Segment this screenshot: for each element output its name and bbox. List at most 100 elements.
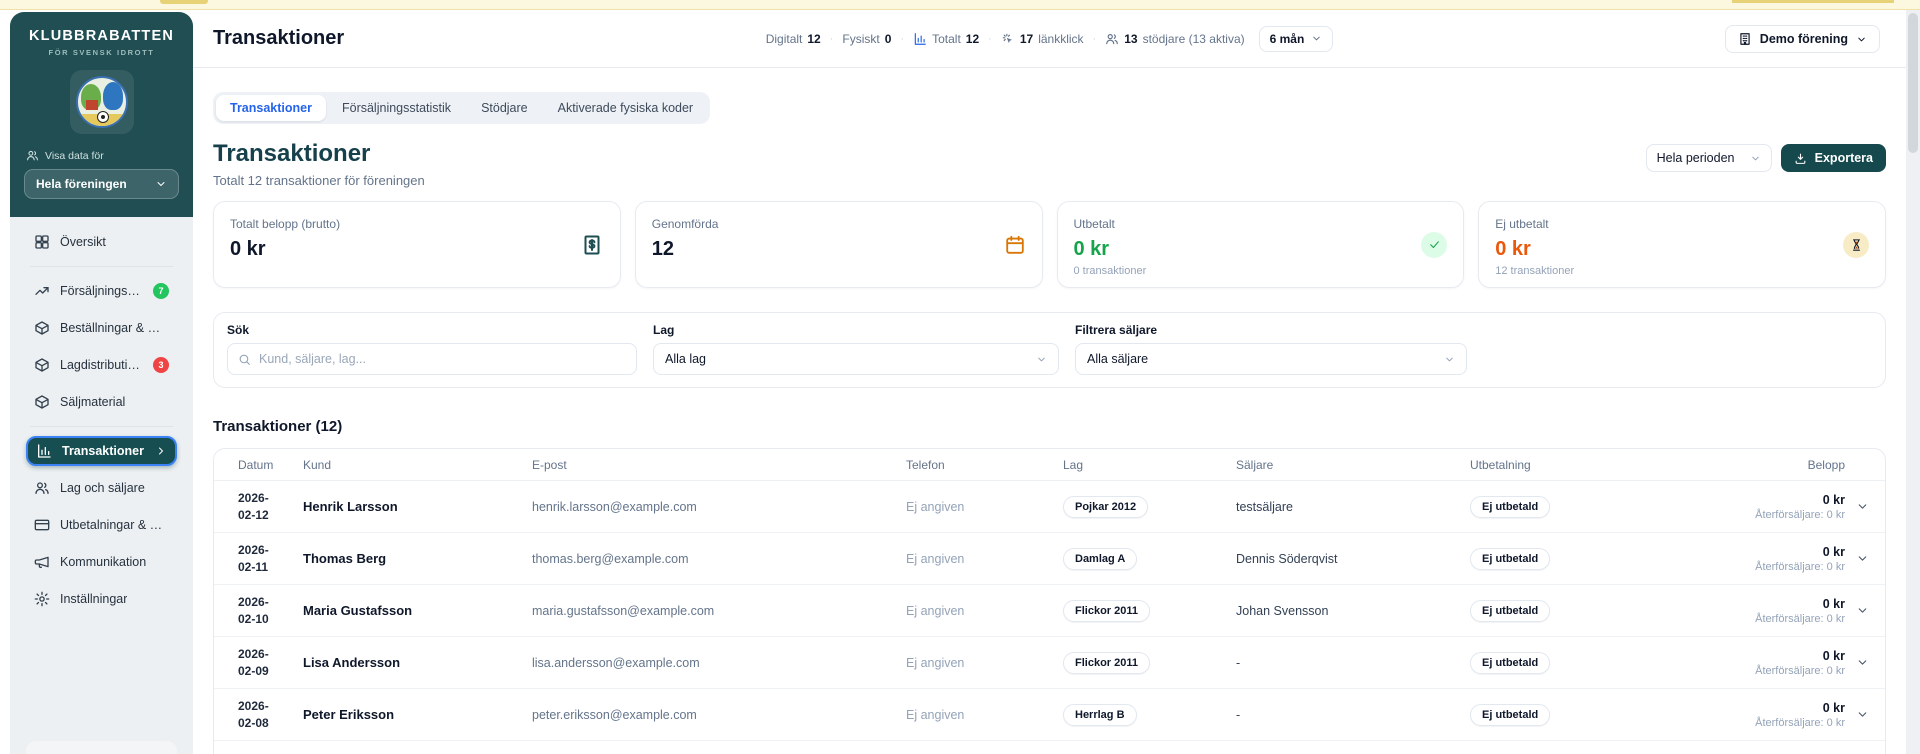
row-expand-chevron-icon[interactable] bbox=[1845, 656, 1869, 669]
grid-icon bbox=[34, 234, 50, 250]
section-title: Transaktioner bbox=[213, 140, 371, 167]
sidebar-item-oversikt[interactable]: Översikt bbox=[26, 227, 177, 257]
megaphone-icon bbox=[34, 554, 50, 570]
chevron-down-icon bbox=[155, 178, 167, 190]
sidebar: KLUBBRABATTEN FÖR SVENSK IDROTT Visa dat… bbox=[10, 12, 193, 754]
period-filter-select[interactable]: Hela perioden bbox=[1645, 144, 1772, 172]
lag-badge: Damlag A bbox=[1063, 547, 1138, 570]
sidebar-item-bestallningar-returer[interactable]: Beställningar & Returer bbox=[26, 313, 177, 343]
logo-blue-figure bbox=[102, 82, 123, 110]
demo-banner bbox=[0, 0, 1920, 10]
table-row[interactable]: 2026- 02-08 Peter Eriksson peter.eriksson… bbox=[214, 689, 1885, 741]
table-title: Transaktioner (12) bbox=[213, 418, 343, 435]
search-input[interactable] bbox=[259, 352, 626, 366]
download-icon bbox=[1794, 152, 1807, 165]
page-title: Transaktioner bbox=[213, 27, 345, 49]
sidebar-header: KLUBBRABATTEN FÖR SVENSK IDROTT Visa dat… bbox=[10, 12, 193, 217]
sidebar-item-installningar[interactable]: Inställningar bbox=[26, 584, 177, 614]
saljare-select[interactable]: Alla säljare bbox=[1075, 343, 1467, 375]
sidebar-item-saljmaterial[interactable]: Säljmaterial bbox=[26, 387, 177, 417]
main-area: Transaktioner Digitalt 12 · Fysiskt 0 · … bbox=[193, 10, 1906, 754]
row-expand-chevron-icon[interactable] bbox=[1845, 500, 1869, 513]
row-expand-chevron-icon[interactable] bbox=[1845, 604, 1869, 617]
sidebar-item-forsaljningskampanj[interactable]: Försäljningskampanj 7 bbox=[26, 276, 177, 306]
logo-soccer-ball bbox=[96, 111, 109, 123]
chevron-down-icon bbox=[1750, 153, 1761, 164]
credit-card-icon bbox=[34, 517, 50, 533]
stat-fysiskt: Fysiskt 0 bbox=[842, 31, 892, 46]
filter-card: Sök Lag Alla lag Filtrera säljare Alla s… bbox=[213, 312, 1886, 388]
export-button[interactable]: Exportera bbox=[1780, 144, 1886, 172]
utbetalning-badge: Ej utbetald bbox=[1470, 651, 1551, 674]
sidebar-footer-card bbox=[26, 741, 177, 754]
table-row[interactable]: 2026- 02-10 Maria Gustafsson maria.gustaf… bbox=[214, 585, 1885, 637]
chevron-down-icon bbox=[1444, 354, 1455, 365]
users-icon bbox=[34, 480, 50, 496]
lag-badge: Flickor 2011 bbox=[1063, 599, 1150, 622]
stat-cards: Totalt belopp (brutto) 0 kr Genomförda 1… bbox=[213, 201, 1886, 288]
bar-chart-icon bbox=[36, 443, 52, 459]
utbetalning-badge: Ej utbetald bbox=[1470, 547, 1551, 570]
sidebar-item-transaktioner[interactable]: Transaktioner bbox=[26, 436, 177, 466]
tab-bar: Transaktioner Försäljningsstatistik Stöd… bbox=[213, 92, 711, 124]
transactions-table: Datum Kund E-post Telefon Lag Säljare Ut… bbox=[213, 448, 1886, 754]
separator-dot: · bbox=[988, 32, 992, 45]
table-row[interactable]: 2026- 02-11 Thomas Berg thomas.berg@examp… bbox=[214, 533, 1885, 585]
users-icon bbox=[26, 149, 39, 162]
scrollbar-thumb[interactable] bbox=[1908, 13, 1918, 153]
receipt-dollar-icon bbox=[580, 233, 604, 257]
search-filter: Sök bbox=[227, 323, 637, 375]
organization-switcher-button[interactable]: Demo förening bbox=[1724, 25, 1880, 53]
club-logo-container bbox=[69, 70, 134, 134]
sidebar-item-kommunikation[interactable]: Kommunikation bbox=[26, 547, 177, 577]
users-icon bbox=[1105, 32, 1119, 46]
banner-text-fragment bbox=[160, 0, 208, 4]
club-logo bbox=[75, 76, 128, 128]
stat-stodjare: 13 stödjare (13 aktiva) bbox=[1105, 32, 1245, 46]
page-scrollbar[interactable] bbox=[1906, 10, 1920, 754]
gear-icon bbox=[34, 591, 50, 607]
table-row-partial[interactable]: 2026- 0 kr bbox=[214, 741, 1885, 754]
banner-text-fragment bbox=[1732, 0, 1894, 3]
search-icon bbox=[238, 353, 251, 366]
trending-up-icon bbox=[34, 283, 50, 299]
sidebar-item-lagdistribution[interactable]: Lagdistribution 3 bbox=[26, 350, 177, 380]
sidebar-divider bbox=[30, 426, 173, 427]
tab-transaktioner[interactable]: Transaktioner bbox=[216, 95, 326, 121]
page-actions: Hela perioden Exportera bbox=[1645, 144, 1886, 172]
sidebar-divider bbox=[30, 266, 173, 267]
sidebar-item-lag-och-saljare[interactable]: Lag och säljare bbox=[26, 473, 177, 503]
logo-red-house bbox=[85, 100, 98, 110]
table-row[interactable]: 2026- 02-12 Henrik Larsson henrik.larsson… bbox=[214, 481, 1885, 533]
saljare-filter: Filtrera säljare Alla säljare bbox=[1075, 323, 1467, 375]
header-stats: Digitalt 12 · Fysiskt 0 · Totalt 12 · 17… bbox=[766, 25, 1334, 52]
chevron-down-icon bbox=[1311, 33, 1322, 44]
separator-dot: · bbox=[900, 32, 905, 45]
check-circle-icon bbox=[1421, 231, 1448, 258]
lag-badge: Herrlag B bbox=[1063, 703, 1137, 726]
sidebar-item-utbetalningar-fakturor[interactable]: Utbetalningar & Fakturor bbox=[26, 510, 177, 540]
organization-scope-select[interactable]: Hela föreningen bbox=[24, 169, 179, 199]
tab-stodjare[interactable]: Stödjare bbox=[481, 101, 528, 115]
row-expand-chevron-icon[interactable] bbox=[1845, 708, 1869, 721]
separator-dot: · bbox=[829, 32, 834, 45]
cursor-click-icon bbox=[1001, 32, 1015, 46]
package-icon bbox=[34, 357, 50, 373]
lag-select[interactable]: Alla lag bbox=[653, 343, 1059, 375]
card-ej-utbetalt: Ej utbetalt 0 kr 12 transaktioner bbox=[1478, 201, 1886, 288]
header-period-select[interactable]: 6 mån bbox=[1258, 25, 1334, 52]
sidebar-menu: Översikt Försäljningskampanj 7 Beställni… bbox=[10, 217, 193, 614]
stat-lankklick: 17 länkklick bbox=[1001, 32, 1084, 46]
tab-aktiverade-fysiska-koder[interactable]: Aktiverade fysiska koder bbox=[557, 101, 694, 115]
utbetalning-badge: Ej utbetald bbox=[1470, 599, 1551, 622]
bar-chart-icon bbox=[913, 32, 927, 46]
content-area: Transaktioner Försäljningsstatistik Stöd… bbox=[193, 68, 1906, 754]
hourglass-icon bbox=[1843, 231, 1869, 258]
utbetalning-badge: Ej utbetald bbox=[1470, 495, 1551, 518]
lag-badge: Flickor 2011 bbox=[1063, 651, 1150, 674]
tab-forsaljningsstatistik[interactable]: Försäljningsstatistik bbox=[341, 101, 452, 115]
building-icon bbox=[1738, 32, 1752, 46]
card-genomforda: Genomförda 12 bbox=[634, 201, 1043, 288]
row-expand-chevron-icon[interactable] bbox=[1845, 552, 1869, 565]
table-row[interactable]: 2026- 02-09 Lisa Andersson lisa.andersson… bbox=[214, 637, 1885, 689]
